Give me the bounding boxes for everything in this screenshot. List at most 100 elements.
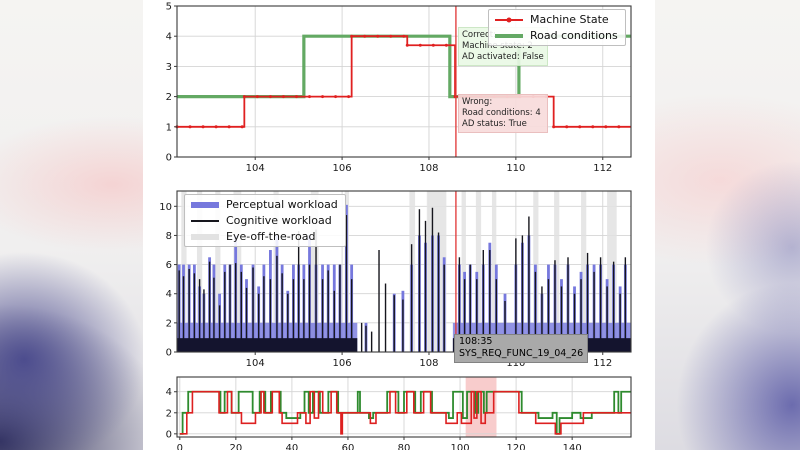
svg-text:110: 110: [506, 358, 525, 368]
cognitive-bar: [431, 207, 434, 352]
cognitive-bar: [333, 290, 335, 352]
legend-label: Machine State: [530, 13, 609, 26]
svg-text:2: 2: [166, 318, 172, 329]
cognitive-bar: [504, 301, 506, 352]
workload-plot[interactable]: 104 106 108 110 112 0 2 4 6 8 10: [143, 183, 655, 368]
cognitive-bar: [327, 270, 329, 352]
cognitive-bar: [606, 286, 608, 352]
legend-label: Eye-off-the-road: [226, 230, 316, 243]
cognitive-bar: [198, 279, 201, 352]
eye-off-the-road-band: [607, 191, 617, 352]
svg-text:2: 2: [166, 92, 172, 103]
machine-state-line: [177, 35, 631, 128]
cognitive-bar: [269, 279, 272, 352]
svg-text:0: 0: [166, 153, 172, 164]
cognitive-bar: [410, 244, 413, 352]
cognitive-bar: [257, 293, 260, 352]
machine-state-timeline-line: [179, 390, 631, 435]
cognitive-bar: [370, 331, 373, 352]
cognitive-bar: [281, 273, 283, 352]
cognitive-bar: [297, 231, 300, 352]
cognitive-bar: [560, 286, 563, 352]
svg-text:106: 106: [333, 163, 352, 174]
svg-text:40: 40: [286, 443, 299, 450]
cognitive-bar: [213, 277, 215, 352]
eye-off-the-road-band: [233, 191, 242, 352]
svg-text:20: 20: [229, 443, 242, 450]
legend-item-machine-state: Machine State: [495, 13, 618, 26]
cognitive-bar: [218, 305, 221, 352]
cognitive-bar: [292, 279, 295, 352]
cognitive-bar: [424, 220, 427, 352]
svg-text:6: 6: [166, 260, 172, 271]
eye-off-the-road-band: [491, 191, 497, 352]
cognitive-bar: [624, 257, 627, 352]
cognitive-bar: [303, 279, 305, 352]
cognitive-bar: [599, 257, 602, 352]
cognitive-bar: [534, 271, 537, 352]
eye-off-the-road-band: [475, 191, 482, 352]
cognitive-bar: [586, 252, 589, 352]
cognitive-bar: [482, 250, 484, 352]
cognitive-bar: [321, 279, 324, 352]
annotation-line: AD activated: False: [462, 52, 544, 63]
cognitive-bar: [245, 287, 248, 352]
svg-text:106: 106: [333, 358, 352, 368]
cognitive-bar: [547, 279, 550, 352]
cognitive-bar: [350, 279, 353, 352]
legend-item-road-conditions: Road conditions: [495, 29, 618, 42]
cognitive-bar: [541, 286, 543, 352]
legend-item-eye-off-the-road: Eye-off-the-road: [191, 230, 338, 243]
svg-text:1: 1: [166, 122, 172, 133]
svg-text:0: 0: [166, 348, 172, 359]
legend-item-cognitive-workload: Cognitive workload: [191, 214, 338, 227]
cognitive-bar: [580, 279, 582, 352]
svg-text:0: 0: [177, 443, 183, 450]
cognitive-bar: [360, 322, 363, 352]
cognitive-bar: [339, 264, 341, 352]
road-conditions-line-swatch-icon: [495, 31, 523, 40]
legend-label: Road conditions: [530, 29, 618, 42]
cognitive-bar: [619, 293, 621, 352]
cognitive-bar: [252, 267, 254, 352]
eye-off-the-road-band: [581, 191, 587, 352]
top-plot-legend: Machine State Road conditions: [488, 9, 626, 46]
cognitive-bar: [182, 276, 185, 352]
cognitive-bar: [463, 279, 466, 352]
cognitive-bar: [593, 271, 595, 352]
cognitive-bar: [612, 261, 615, 352]
cognitive-bar: [208, 261, 211, 352]
svg-text:112: 112: [593, 163, 612, 174]
cognitive-bar: [193, 273, 196, 352]
svg-text:80: 80: [398, 443, 411, 450]
timeline-overview-plot[interactable]: 0 20 40 60 80 100 120 140 0 2 4: [143, 368, 655, 450]
legend-label: Cognitive workload: [226, 214, 332, 227]
eye-off-the-road-band: [461, 191, 466, 352]
tooltip-event-id: SYS_REQ_FUNC_19_04_26: [459, 348, 584, 360]
svg-text:10: 10: [159, 202, 172, 213]
cognitive-bar: [418, 209, 421, 352]
cognitive-bar: [308, 264, 311, 352]
cognitive-bar: [437, 232, 440, 352]
machine-state-line-swatch-icon: [495, 15, 523, 24]
tooltip-timestamp: 108:35: [459, 336, 493, 347]
cognitive-bar: [276, 255, 278, 352]
cognitive-bar: [384, 283, 387, 352]
svg-text:2: 2: [166, 408, 172, 419]
cognitive-bar: [229, 264, 231, 352]
cognitive-bar: [315, 229, 317, 352]
svg-text:3: 3: [166, 62, 172, 73]
perceptual-workload-swatch-icon: [191, 200, 219, 209]
annotation-wrong: Wrong: Road conditions: 4 AD status: Tru…: [458, 94, 548, 134]
annotation-line: Machine state: 2: [462, 41, 533, 52]
svg-text:108: 108: [419, 163, 438, 174]
svg-text:140: 140: [563, 443, 582, 450]
svg-text:120: 120: [507, 443, 526, 450]
svg-text:110: 110: [506, 163, 525, 174]
svg-text:4: 4: [166, 387, 172, 398]
eye-off-the-road-swatch-icon: [191, 232, 219, 241]
cognitive-bar: [554, 260, 556, 352]
cognitive-bar: [365, 325, 367, 352]
svg-text:5: 5: [166, 2, 172, 13]
